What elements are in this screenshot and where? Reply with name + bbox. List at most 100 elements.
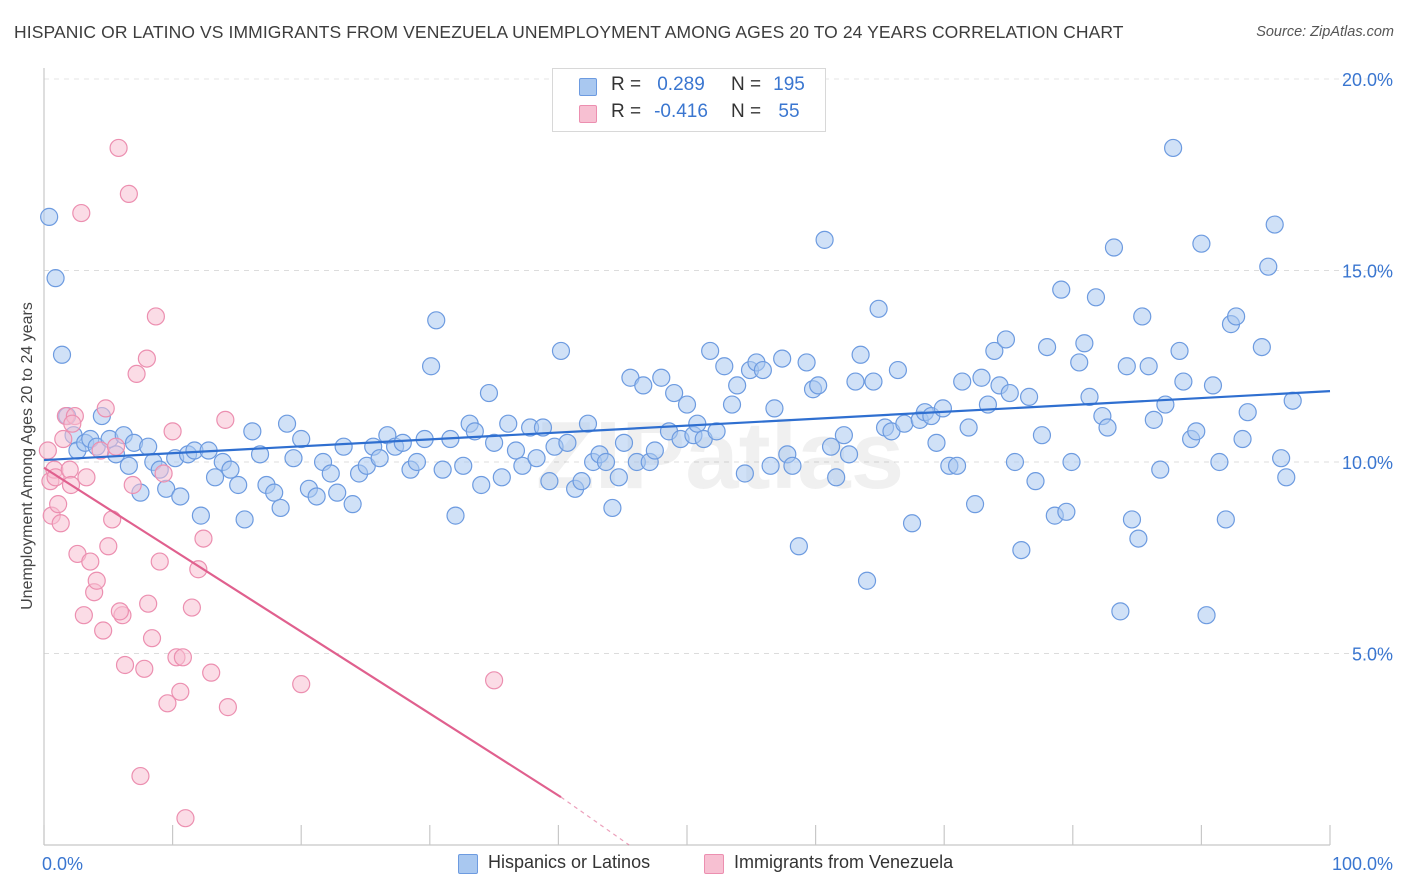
data-point xyxy=(131,766,150,786)
data-point xyxy=(139,594,158,613)
data-point xyxy=(1019,387,1039,406)
data-point xyxy=(176,809,195,828)
data-point xyxy=(965,495,985,514)
bottom-legend-swatch-blue xyxy=(458,854,478,874)
data-point xyxy=(578,414,598,433)
data-point xyxy=(797,353,816,372)
data-point xyxy=(109,138,128,158)
data-point xyxy=(927,433,946,452)
data-point xyxy=(271,498,290,518)
data-point xyxy=(827,468,846,487)
bottom-legend-label: Immigrants from Venezuela xyxy=(734,852,954,872)
data-point xyxy=(1272,449,1291,468)
data-point xyxy=(572,472,591,491)
data-point xyxy=(722,395,742,414)
data-point xyxy=(765,399,784,418)
data-point xyxy=(277,414,297,433)
data-point xyxy=(707,422,726,441)
data-point xyxy=(38,441,57,460)
data-point xyxy=(1233,429,1252,449)
data-point xyxy=(809,376,828,395)
data-point xyxy=(142,629,162,648)
data-point xyxy=(173,648,192,667)
data-point xyxy=(191,506,210,525)
data-point xyxy=(1133,307,1152,326)
data-point xyxy=(1122,510,1142,529)
data-point xyxy=(63,414,82,433)
data-point xyxy=(851,345,870,364)
source-credit: Source: ZipAtlas.com xyxy=(1256,24,1394,40)
data-point xyxy=(1192,234,1211,253)
data-point xyxy=(1216,510,1235,529)
data-point xyxy=(52,345,72,364)
data-point xyxy=(110,602,129,621)
data-point xyxy=(205,468,225,487)
data-point xyxy=(947,456,967,475)
data-point xyxy=(1005,452,1025,472)
data-point xyxy=(1000,383,1019,403)
legend-n-value: 195 xyxy=(773,74,805,95)
data-point xyxy=(1080,387,1099,406)
bottom-legend-swatch-pink xyxy=(704,854,724,874)
data-point xyxy=(985,341,1004,361)
data-point xyxy=(864,372,883,391)
data-point xyxy=(888,360,908,380)
data-point xyxy=(135,659,154,678)
data-point xyxy=(472,475,491,495)
data-point xyxy=(343,495,362,514)
data-point xyxy=(815,230,834,249)
data-point xyxy=(1210,452,1229,472)
data-point xyxy=(96,399,115,418)
y-tick-label: 10.0% xyxy=(1342,453,1393,473)
data-point xyxy=(953,372,972,391)
data-point xyxy=(1117,357,1136,376)
data-point xyxy=(171,682,190,701)
data-point xyxy=(1012,540,1031,560)
data-point xyxy=(1129,529,1148,548)
legend-r-label: R = xyxy=(611,74,642,95)
legend-n-label: N = xyxy=(731,101,762,122)
data-point xyxy=(171,487,190,506)
data-point xyxy=(533,418,553,437)
data-point xyxy=(614,433,634,452)
data-point xyxy=(72,203,91,223)
data-point xyxy=(1098,418,1117,437)
data-point xyxy=(1057,502,1076,521)
chart-title: HISPANIC OR LATINO VS IMMIGRANTS FROM VE… xyxy=(14,22,1124,42)
data-point xyxy=(839,445,859,464)
data-point xyxy=(677,395,697,414)
data-point xyxy=(551,341,571,361)
data-point xyxy=(189,560,208,579)
data-point xyxy=(959,418,978,437)
data-point xyxy=(645,441,664,460)
series-venezuela-points xyxy=(38,138,504,828)
data-point xyxy=(506,441,526,460)
data-point xyxy=(1259,257,1278,276)
data-point xyxy=(1174,372,1193,391)
data-point xyxy=(609,468,628,487)
data-point xyxy=(1075,334,1094,353)
data-point xyxy=(701,341,720,361)
data-point xyxy=(99,537,118,556)
data-point xyxy=(1032,426,1052,445)
data-point xyxy=(715,357,734,376)
data-point xyxy=(846,372,865,391)
legend-n-label: N = xyxy=(731,74,762,95)
bottom-legend-label: Hispanics or Latinos xyxy=(488,852,651,872)
data-point xyxy=(370,449,389,468)
data-point xyxy=(106,437,126,456)
trend-lines xyxy=(43,390,1331,846)
x-tick-label: 0.0% xyxy=(42,854,83,874)
data-point xyxy=(1197,606,1216,625)
data-point xyxy=(150,552,169,571)
data-point xyxy=(479,383,499,403)
data-point xyxy=(895,414,914,433)
data-point xyxy=(229,475,248,495)
data-point xyxy=(634,376,653,395)
data-point xyxy=(146,307,165,326)
data-point xyxy=(1283,391,1302,410)
data-point xyxy=(1144,410,1163,429)
data-point xyxy=(1086,288,1106,307)
data-point xyxy=(307,487,326,506)
